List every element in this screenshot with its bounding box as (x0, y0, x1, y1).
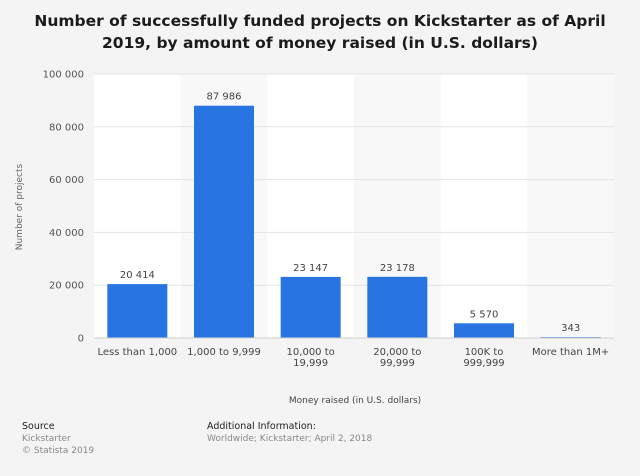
data-label: 87 986 (207, 92, 242, 103)
x-tick-label: 20,000 to 99,999 (373, 347, 421, 369)
bar (107, 284, 168, 338)
data-label: 5 570 (470, 309, 499, 320)
y-tick-label: 40 000 (49, 228, 84, 239)
data-label: 20 414 (120, 270, 155, 281)
source-heading: Source (22, 421, 55, 432)
copyright-line: © Statista 2019 (22, 446, 95, 456)
source-block: Source Kickstarter © Statista 2019 (22, 421, 94, 457)
x-tick-label: 1,000 to 9,999 (187, 347, 261, 358)
x-tick-label: More than 1M+ (532, 347, 609, 358)
y-tick-label: 60 000 (49, 175, 84, 186)
source-line[interactable]: Kickstarter (22, 434, 71, 444)
bar (367, 276, 428, 338)
additional-info-block: Additional Information: Worldwide; Kicks… (207, 421, 372, 445)
y-tick-label: 100 000 (43, 70, 84, 81)
x-tick-label: 10,000 to 19,999 (287, 347, 335, 369)
bar (194, 105, 254, 339)
data-label: 23 147 (293, 263, 328, 274)
x-tick-label: Less than 1,000 (97, 347, 177, 358)
x-axis-label: Money raised (in U.S. dollars) (288, 396, 422, 406)
additional-info-heading: Additional Information: (207, 421, 316, 432)
data-label: 343 (561, 323, 580, 334)
y-axis-label: Number of projects (15, 163, 25, 251)
bar (280, 276, 341, 338)
y-tick-label: 20 000 (49, 281, 84, 292)
plot-band (440, 74, 528, 338)
chart-title: Number of successfully funded projects o… (34, 12, 606, 52)
bar (454, 323, 514, 338)
plot-band (527, 74, 614, 338)
y-tick-label: 80 000 (49, 122, 84, 133)
additional-info-text: Worldwide; Kickstarter; April 2, 2018 (207, 434, 373, 444)
data-label: 23 178 (380, 263, 415, 274)
y-tick-label: 0 (78, 334, 84, 345)
x-tick-label: 100K to 999,999 (463, 347, 504, 369)
